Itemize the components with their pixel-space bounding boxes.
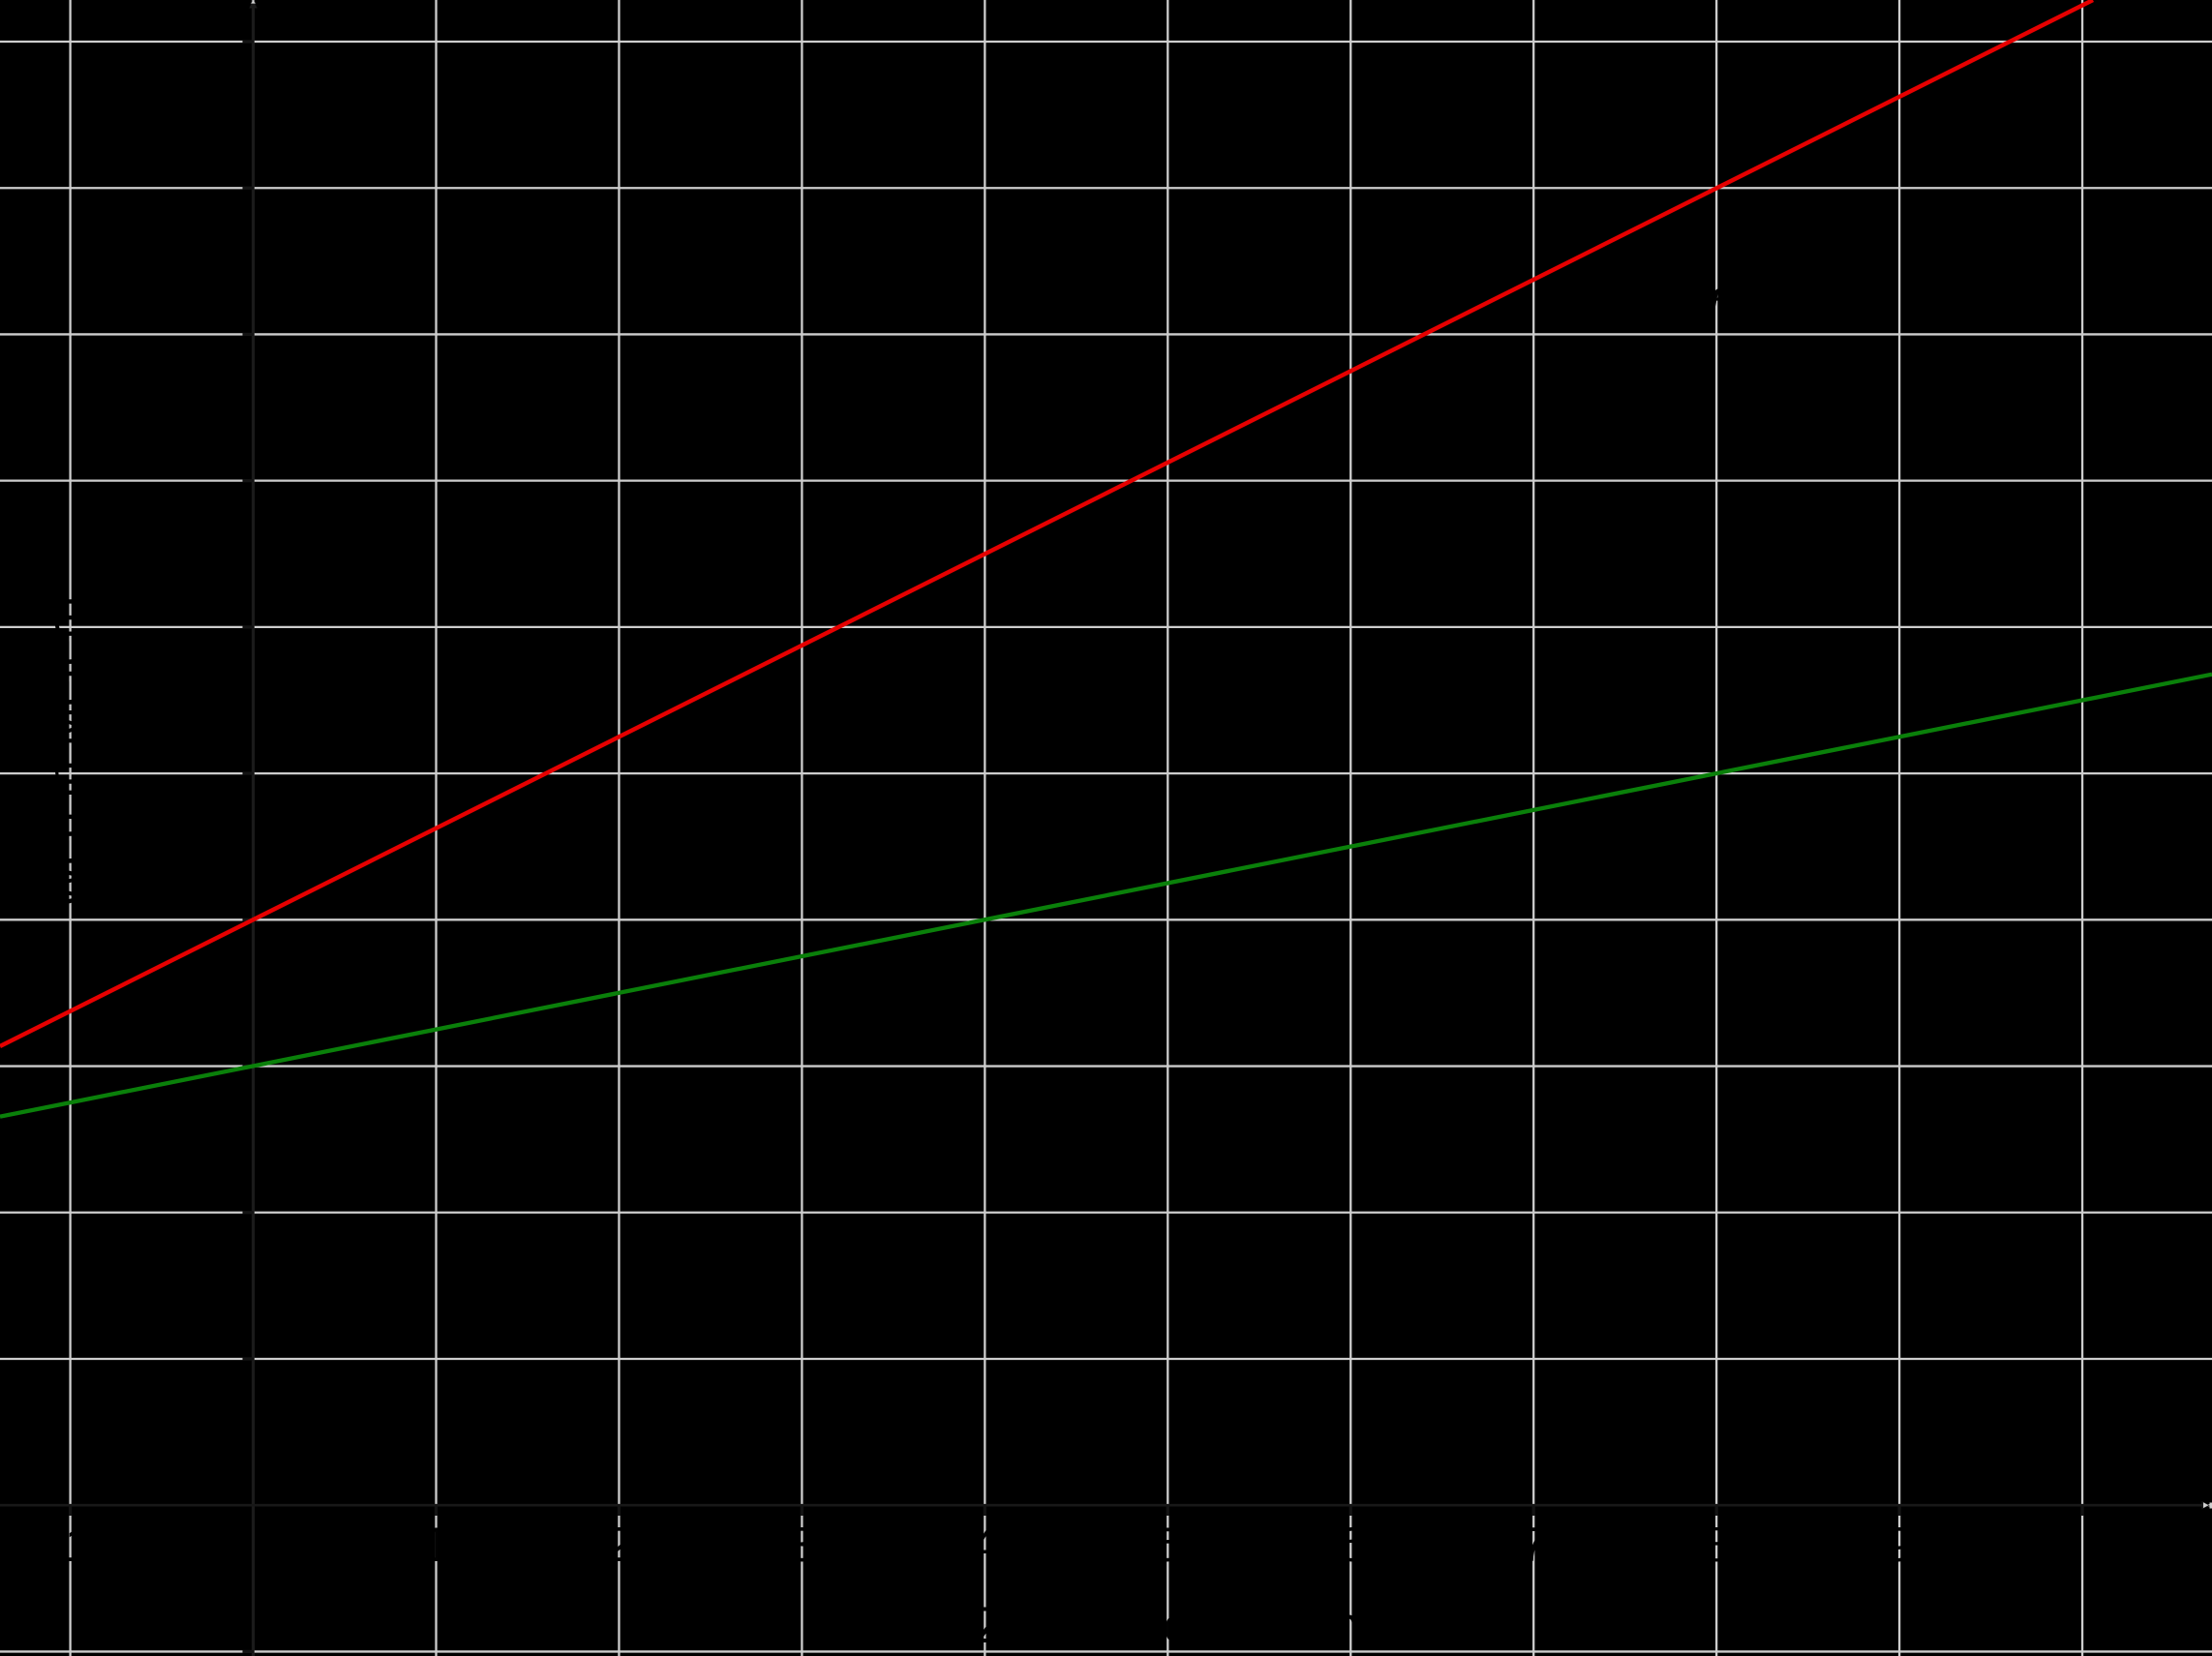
svg-text:-1: -1 xyxy=(196,1650,238,1656)
svg-text:10: 10 xyxy=(184,41,238,95)
svg-text:9: 9 xyxy=(1886,1518,1913,1572)
svg-text:6: 6 xyxy=(1337,1518,1364,1572)
svg-text:10: 10 xyxy=(2055,1518,2109,1572)
svg-text:5: 5 xyxy=(211,772,238,827)
svg-text:8: 8 xyxy=(1703,1518,1730,1572)
svg-text:Weg in Metern: Weg in Metern xyxy=(38,596,92,910)
svg-text:2: 2 xyxy=(606,1518,633,1572)
svg-text:1: 1 xyxy=(211,1358,238,1412)
svg-text:Zeit in Sekunden: Zeit in Sekunden xyxy=(975,1597,1360,1654)
svg-text:2: 2 xyxy=(211,1212,238,1266)
svg-text:5: 5 xyxy=(1154,1518,1181,1572)
svg-text:-1: -1 xyxy=(48,1518,91,1572)
svg-text:9: 9 xyxy=(211,187,238,241)
svg-text:4: 4 xyxy=(971,1518,998,1572)
svg-text:8: 8 xyxy=(211,333,238,387)
svg-text:7: 7 xyxy=(1520,1518,1547,1572)
svg-text:7: 7 xyxy=(211,480,238,534)
svg-text:6: 6 xyxy=(211,626,238,680)
svg-text:1: 1 xyxy=(423,1518,450,1572)
svg-text:3: 3 xyxy=(788,1518,815,1572)
